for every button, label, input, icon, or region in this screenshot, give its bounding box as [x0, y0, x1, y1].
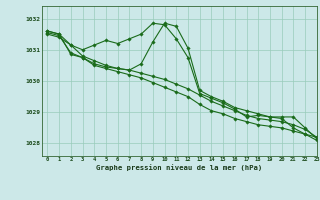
X-axis label: Graphe pression niveau de la mer (hPa): Graphe pression niveau de la mer (hPa): [96, 164, 262, 171]
